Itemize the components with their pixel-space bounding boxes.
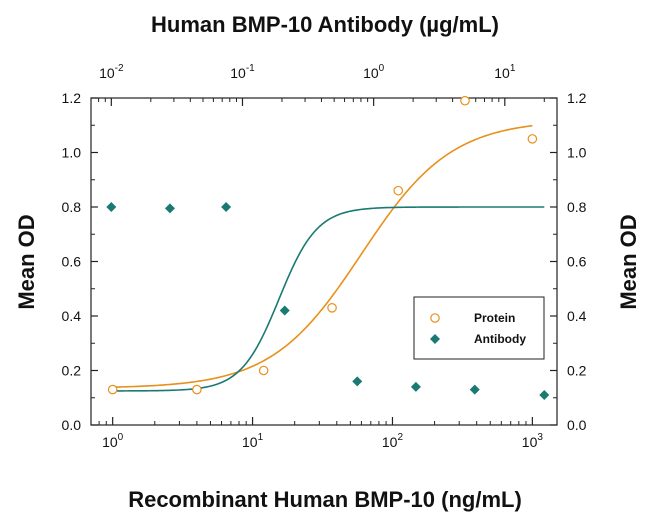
fit-curves xyxy=(111,124,545,392)
y-tick-label-left: 1.0 xyxy=(62,145,82,161)
antibody-point xyxy=(539,390,550,401)
y-tick-label-right: 1.0 xyxy=(567,145,587,161)
legend-label: Antibody xyxy=(474,332,526,346)
right-axis-title: Mean OD xyxy=(616,214,641,309)
left-axis-title: Mean OD xyxy=(14,214,39,309)
protein-point xyxy=(393,185,404,196)
y-tick-label-left: 0.0 xyxy=(62,417,82,433)
antibody-point xyxy=(410,381,421,392)
protein-point xyxy=(327,303,337,313)
y-tick-label-left: 1.2 xyxy=(62,90,82,106)
x-bottom-tick-label: 101 xyxy=(242,432,264,450)
x-bottom-tick-label: 102 xyxy=(382,432,404,450)
legend-protein-marker xyxy=(430,313,440,323)
antibody-point xyxy=(164,203,175,214)
protein-fit-curve xyxy=(112,124,533,388)
x-bottom-tick-label: 103 xyxy=(522,432,544,450)
antibody-fit-curve xyxy=(111,206,545,392)
axis-ticks: 0.0 0.0 0.2 0.2 0.4 0.4 0.6 0.6 0.8 0.8 1.0 1.0 1.2 1… xyxy=(62,63,587,450)
protein-point xyxy=(258,365,269,376)
legend-label: Protein xyxy=(474,311,515,325)
antibody-point xyxy=(469,384,480,395)
y-tick-label-right: 0.6 xyxy=(567,254,587,270)
data-points xyxy=(106,95,550,401)
y-tick-label-right: 0.4 xyxy=(567,308,587,324)
legend-box xyxy=(413,296,545,360)
protein-point xyxy=(527,134,538,144)
y-tick-label-right: 0.0 xyxy=(567,417,587,433)
y-tick-label-left: 0.4 xyxy=(62,308,82,324)
x-top-tick-label: 101 xyxy=(494,63,516,81)
plot-frame xyxy=(90,97,558,426)
y-tick-label-right: 0.8 xyxy=(567,199,587,215)
y-tick-label-left: 0.6 xyxy=(62,254,82,270)
bottom-axis-title: Recombinant Human BMP-10 (ng/mL) xyxy=(128,487,522,512)
y-tick-label-left: 0.2 xyxy=(62,363,82,379)
protein-point xyxy=(192,384,202,395)
y-tick-label-right: 0.2 xyxy=(567,363,587,379)
antibody-point xyxy=(352,376,363,387)
antibody-point xyxy=(221,202,232,212)
x-top-tick-label: 100 xyxy=(363,63,385,81)
y-tick-label-right: 1.2 xyxy=(567,90,587,106)
x-top-tick-label: 10-1 xyxy=(230,63,255,81)
legend-antibody-marker xyxy=(430,334,440,344)
antibody-point xyxy=(279,305,290,316)
antibody-point xyxy=(106,202,117,212)
x-top-tick-label: 10-2 xyxy=(99,63,124,81)
protein-point xyxy=(460,95,470,106)
x-bottom-tick-label: 100 xyxy=(102,432,124,450)
top-axis-title: Human BMP-10 Antibody (µg/mL) xyxy=(151,12,499,37)
legend: Protein Antibody xyxy=(413,296,545,360)
protein-point xyxy=(107,384,118,395)
y-tick-label-left: 0.8 xyxy=(62,199,82,215)
